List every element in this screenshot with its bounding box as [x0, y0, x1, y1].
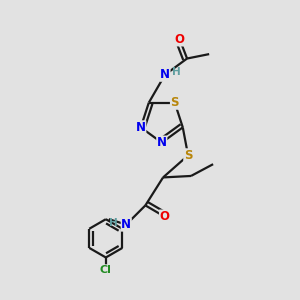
Text: S: S — [184, 149, 192, 162]
Text: H: H — [172, 68, 181, 77]
Text: H: H — [109, 218, 118, 228]
Text: O: O — [160, 210, 170, 223]
Text: Cl: Cl — [100, 265, 112, 275]
Text: N: N — [157, 136, 167, 149]
Text: O: O — [175, 33, 185, 46]
Text: N: N — [121, 218, 131, 231]
Text: N: N — [136, 121, 146, 134]
Text: S: S — [170, 96, 179, 109]
Text: N: N — [160, 68, 170, 81]
